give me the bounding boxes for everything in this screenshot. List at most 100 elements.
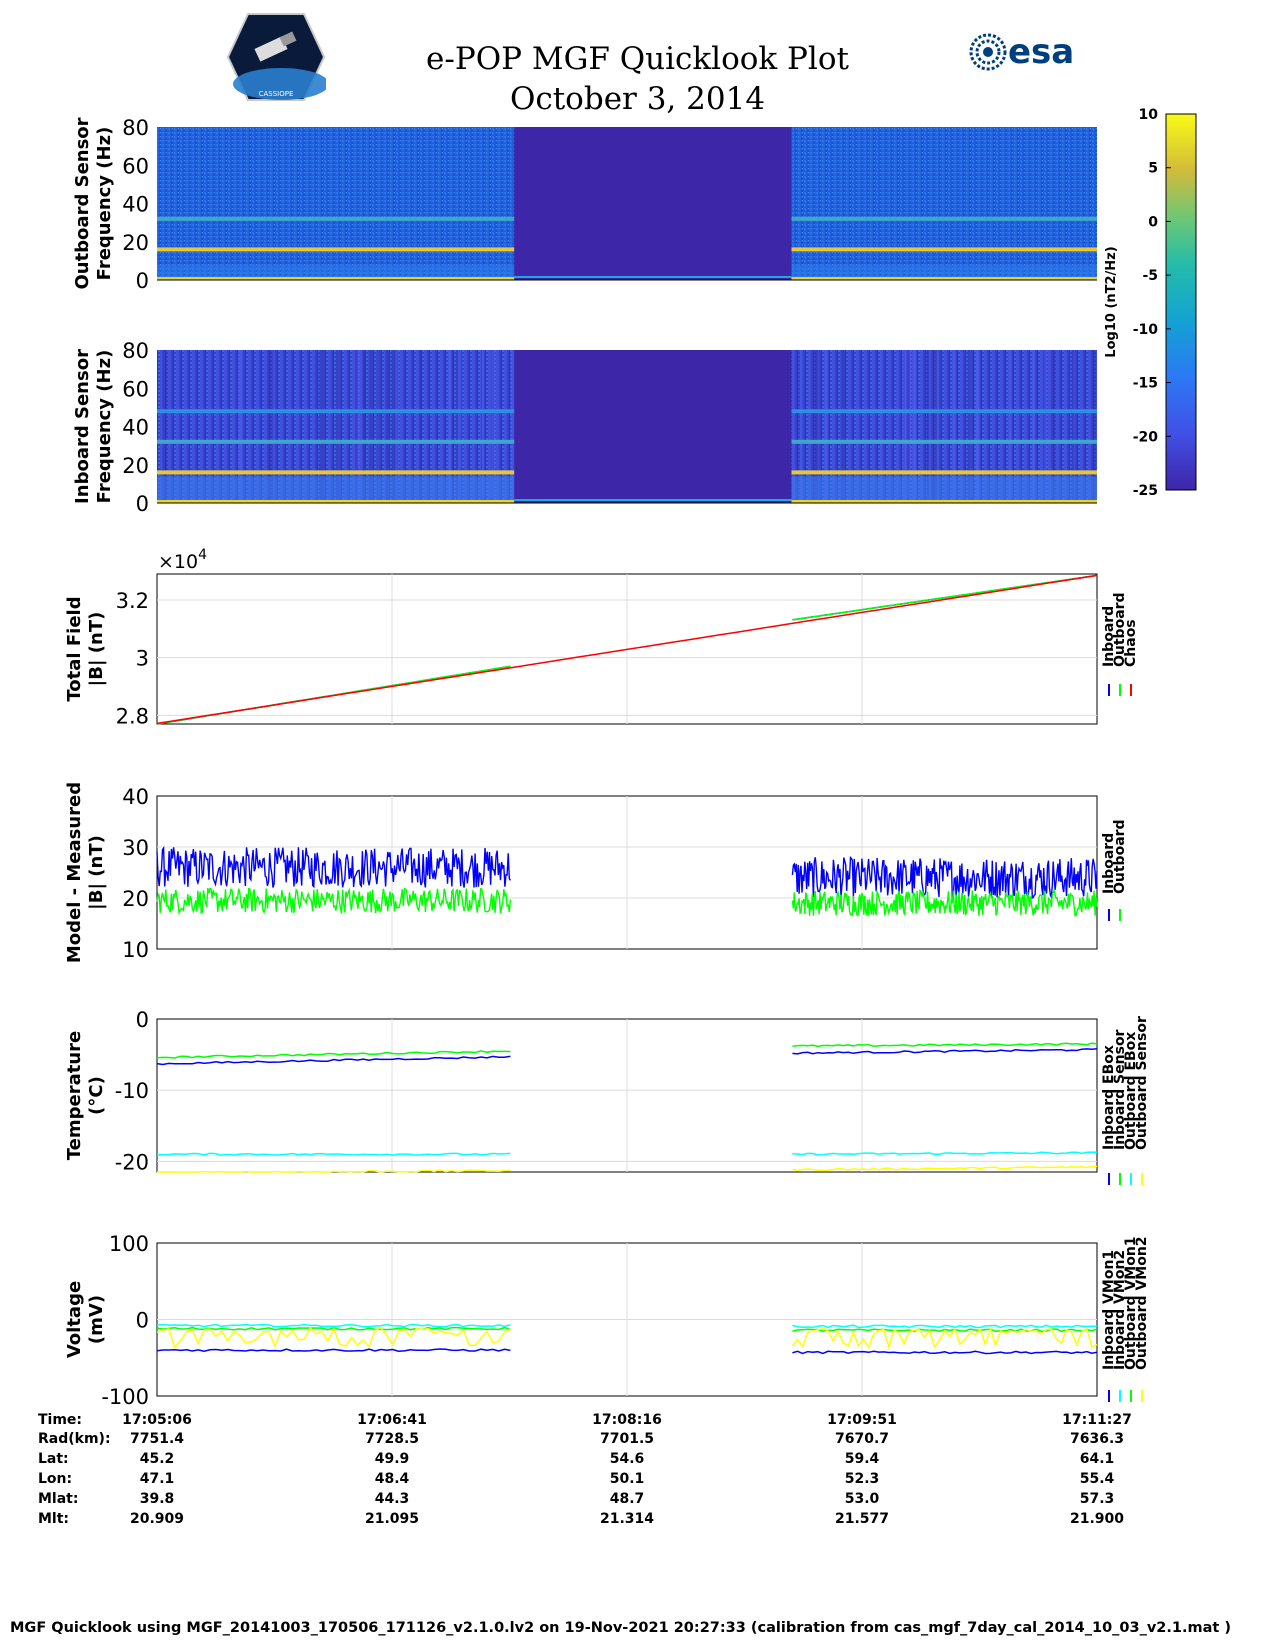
series-line-segment [156, 1348, 511, 1352]
spectrogram-streak [335, 350, 339, 503]
y-tick-label: 30 [122, 836, 149, 860]
series-line-segment [792, 1151, 1098, 1156]
spectrogram-streak [319, 350, 323, 503]
ephemeris-value: 49.9 [375, 1451, 410, 1467]
spectrogram-streak [362, 350, 365, 503]
spectrogram-streak [162, 350, 165, 503]
spectrogram-streak [385, 350, 389, 503]
spectrogram-streak [1008, 350, 1012, 503]
spectrogram-streak [1093, 350, 1097, 503]
exponent-base: ×10 [158, 551, 198, 573]
ephemeris-value: 7636.3 [1070, 1431, 1124, 1447]
data-gap-floor [514, 276, 792, 278]
y-axis-label-line2: |B| (nT) [86, 835, 107, 910]
colorbar-tick-label: -5 [1142, 268, 1158, 284]
series-inboard-ebox [156, 1048, 1098, 1066]
series-line-segment [791, 855, 1098, 900]
colorbar-tick-label: -10 [1133, 322, 1159, 338]
spectrogram-streak [491, 350, 496, 503]
legend-label: Outboard VMon2 [1134, 1236, 1150, 1370]
y-tick-label: 80 [122, 116, 149, 140]
y-tick-label: 60 [122, 377, 149, 401]
legend-label: Chaos [1123, 619, 1139, 667]
data-gap [514, 350, 792, 503]
data-gap-floor [514, 499, 792, 501]
time-tick-label: 17:05:06 [122, 1412, 192, 1428]
spectrogram-streak [451, 350, 453, 503]
series-line-segment [792, 1042, 1098, 1048]
spectrogram-streak [391, 350, 395, 503]
cassiope-logo: CASSIOPE [226, 12, 329, 102]
series-line-segment [156, 574, 1098, 725]
series-line-segment [792, 1328, 1098, 1333]
ephemeris-value: 53.0 [845, 1491, 880, 1507]
series-line-segment [156, 1055, 511, 1066]
row-label: Rad(km): [38, 1431, 111, 1447]
y-tick-label: 20 [122, 231, 149, 255]
ephemeris-value: 52.3 [845, 1471, 880, 1487]
ephemeris-value: 50.1 [610, 1471, 645, 1487]
ephemeris-value: 7670.7 [835, 1431, 889, 1447]
ephemeris-value: 64.1 [1080, 1451, 1115, 1467]
y-axis-label: Outboard SensorFrequency (Hz) [72, 117, 115, 289]
colorbar: 10 5 0 -5 -10 -15 -20 -25 Log10 (nT2/Hz) [1104, 107, 1197, 499]
spectrogram-streak [357, 350, 361, 503]
spectrogram-streak [1071, 350, 1074, 503]
y-axis-label: Voltage(mV) [64, 1281, 107, 1358]
y-axis-label: Inboard SensorFrequency (Hz) [72, 349, 115, 504]
y-tick-label: 40 [122, 785, 149, 809]
series-outboard-sensor [157, 1165, 1098, 1173]
spectrogram-streak [967, 350, 971, 503]
colorbar-tick-label: -20 [1133, 429, 1159, 445]
spectrogram-streak [238, 350, 242, 503]
spectrogram-streak [419, 350, 422, 503]
row-label: Lat: [38, 1451, 69, 1467]
spectrogram-streak [455, 350, 458, 503]
y-tick-label: 40 [122, 416, 149, 440]
y-tick-label: 0 [136, 1008, 149, 1032]
ephemeris-value: 48.7 [610, 1491, 645, 1507]
series-line-segment [792, 1324, 1098, 1329]
y-tick-label: 40 [122, 193, 149, 217]
y-tick-label: 3.2 [116, 589, 149, 613]
y-axis-label: Total Field|B| (nT) [64, 596, 107, 701]
spectrogram-streak [165, 350, 168, 503]
series-line-segment [156, 887, 512, 916]
data-gap [514, 127, 792, 280]
spectrogram-streak [1032, 350, 1036, 503]
series-line-segment [156, 1152, 511, 1156]
y-axis-label-line2: |B| (nT) [86, 612, 107, 687]
legend-label: Outboard VMon1 [1123, 1236, 1139, 1370]
time-tick-label: 17:09:51 [827, 1412, 897, 1428]
exponent-label: ×104 [158, 547, 207, 573]
y-tick-label: 20 [122, 887, 149, 911]
y-tick-label: 60 [122, 154, 149, 178]
spectrogram-streak [376, 350, 379, 503]
series-inboard-vmon1 [156, 1348, 1098, 1355]
legend-label: Inboard Sensor [1112, 1029, 1128, 1150]
ephemeris-value: 39.8 [140, 1491, 175, 1507]
time-tick-label: 17:11:27 [1062, 1412, 1132, 1428]
ephemeris-value: 21.095 [365, 1511, 419, 1527]
ephemeris-value: 20.909 [130, 1511, 184, 1527]
ephemeris-value: 21.900 [1070, 1511, 1124, 1527]
spectrogram-streak [271, 350, 273, 503]
spectrogram-streak [975, 350, 978, 503]
y-tick-label: 0 [136, 269, 149, 293]
spectrogram-streak [933, 350, 938, 503]
ephemeris-value: 57.3 [1080, 1491, 1115, 1507]
y-axis-label-line1: Voltage [64, 1281, 85, 1358]
y-tick-label: 0 [136, 492, 149, 516]
inboard-spectrogram: 80 60 40 20 0 Inboard SensorFrequency (Hz) [72, 339, 1097, 516]
series-line-segment [156, 845, 512, 889]
colorbar-tick-label: -25 [1133, 483, 1158, 499]
series-inboard-vmon2 [156, 1323, 1098, 1329]
exponent-power: 4 [198, 547, 207, 563]
legend-label: Inboard EBox [1101, 1045, 1117, 1150]
y-tick-label: 3 [136, 647, 149, 671]
